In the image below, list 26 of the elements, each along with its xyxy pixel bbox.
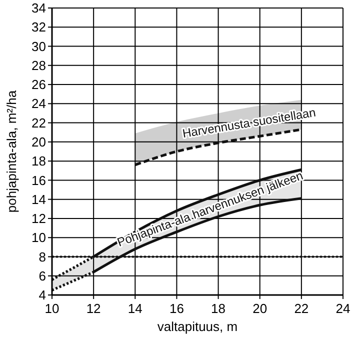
y-tick-label: 24: [32, 96, 46, 112]
y-tick-label: 26: [32, 77, 46, 92]
y-tick-label: 8: [38, 249, 46, 264]
x-axis-title: valtapituus, m: [157, 319, 238, 334]
y-tick-label: 14: [32, 192, 46, 207]
y-tick-label: 30: [32, 38, 46, 54]
x-tick-label: 18: [211, 301, 226, 316]
y-tick-label: 16: [32, 172, 46, 188]
y-tick-label: 18: [32, 154, 46, 169]
x-tick-label: 16: [169, 301, 184, 316]
y-tick-label: 4: [38, 288, 46, 303]
y-tick-label: 22: [32, 115, 46, 130]
y-tick-label: 12: [32, 211, 46, 226]
x-tick-label: 22: [294, 301, 309, 316]
y-tick-label: 20: [32, 134, 46, 150]
x-tick-label: 14: [128, 301, 142, 316]
y-tick-label: 34: [32, 0, 46, 16]
y-tick-label: 28: [32, 58, 46, 73]
y-tick-label: 10: [32, 230, 46, 246]
x-tick-label: 20: [252, 301, 268, 316]
y-axis-title: pohjapinta-ala, m²/ha: [4, 90, 19, 213]
x-tick-label: 12: [86, 301, 101, 316]
annotation: Harvennusta suositellaan: [181, 105, 317, 141]
y-tick-label: 32: [32, 20, 46, 35]
x-tick-label: 24: [336, 301, 350, 316]
y-tick-label: 6: [38, 268, 46, 284]
